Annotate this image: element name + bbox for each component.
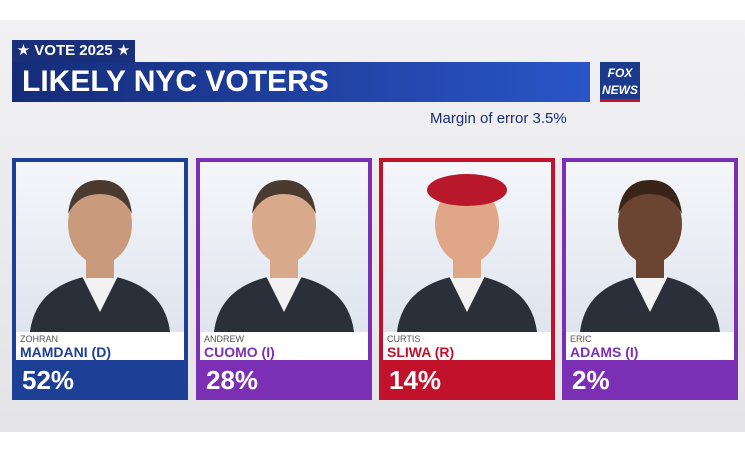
logo: FOX NEWS — [600, 62, 640, 102]
shirt — [266, 276, 302, 312]
name-band: ANDREW CUOMO (I) — [200, 332, 368, 360]
poll-result: 2% — [566, 360, 734, 400]
logo-top: FOX — [607, 66, 633, 80]
shirt — [82, 276, 118, 312]
portrait — [214, 180, 354, 332]
head — [252, 184, 316, 264]
last-name: SLIWA (R) — [387, 344, 455, 360]
hair — [618, 180, 682, 214]
name-band: ZOHRAN MAMDANI (D) — [16, 332, 184, 360]
beret — [427, 174, 507, 206]
head — [68, 184, 132, 264]
candidate-card: ERIC ADAMS (I) 2% — [562, 158, 738, 400]
poll-result: 28% — [200, 360, 368, 400]
last-name: ADAMS (I) — [570, 344, 639, 360]
head — [618, 184, 682, 264]
poll-result: 14% — [383, 360, 551, 400]
shirt — [632, 276, 668, 312]
hair — [252, 180, 316, 214]
candidate-card: ANDREW CUOMO (I) 28% — [196, 158, 372, 400]
title: LIKELY NYC VOTERS — [12, 62, 590, 102]
portrait — [397, 174, 537, 332]
margin-note: Margin of error 3.5% — [430, 110, 567, 127]
name-band: ERIC ADAMS (I) — [566, 332, 734, 360]
candidate-photo — [383, 162, 551, 332]
last-name: CUOMO (I) — [204, 344, 275, 360]
tag: ★ VOTE 2025 ★ — [12, 40, 135, 62]
first-name: ERIC — [570, 334, 592, 344]
name-band: CURTIS SLIWA (R) — [383, 332, 551, 360]
shirt — [449, 276, 485, 312]
hair — [68, 180, 132, 214]
portrait — [580, 180, 720, 332]
first-name: ZOHRAN — [20, 334, 58, 344]
logo-bottom: NEWS — [602, 83, 638, 97]
candidate-card: CURTIS SLIWA (R) 14% — [379, 158, 555, 400]
candidate-photo — [566, 162, 734, 332]
poll-result: 52% — [16, 360, 184, 400]
candidate-photo — [200, 162, 368, 332]
last-name: MAMDANI (D) — [20, 344, 111, 360]
first-name: CURTIS — [387, 334, 421, 344]
candidate-photo — [16, 162, 184, 332]
first-name: ANDREW — [204, 334, 244, 344]
candidate-card: ZOHRAN MAMDANI (D) 52% — [12, 158, 188, 400]
portrait — [30, 180, 170, 332]
